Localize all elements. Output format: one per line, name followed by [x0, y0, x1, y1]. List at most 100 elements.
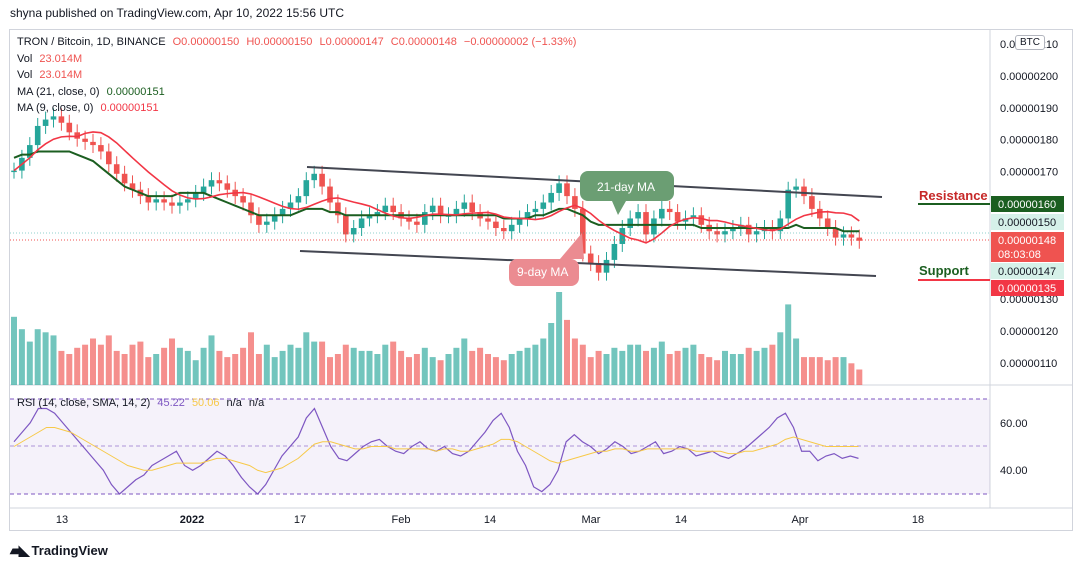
- candle-body: [335, 202, 341, 216]
- volume-bar: [255, 354, 262, 385]
- ma21-line: [13, 150, 860, 233]
- legend-vol2: Vol 23.014M: [17, 69, 86, 81]
- legend-symbol[interactable]: TRON / Bitcoin, 1D, BINANCE: [17, 36, 166, 48]
- ma9-callout[interactable]: 9-day MA: [509, 233, 584, 286]
- candle-body: [374, 212, 381, 216]
- candle-body: [848, 234, 855, 238]
- support-low-badge-text: 0.00000135: [998, 283, 1056, 295]
- last-price-badge-text: 0.00000148: [998, 235, 1056, 247]
- candle-body: [414, 221, 420, 225]
- volume-bar: [192, 360, 199, 385]
- volume-bar: [595, 350, 602, 385]
- volume-bar: [145, 357, 152, 385]
- volume-bar: [777, 332, 784, 385]
- volume-bar: [129, 344, 136, 385]
- candle-body: [295, 196, 302, 203]
- y-axis-tick: 0.00000170: [1000, 167, 1058, 179]
- legend-high: H0.00000150: [246, 36, 313, 48]
- volume-bar: [350, 347, 357, 385]
- volume-bar: [208, 335, 215, 385]
- volume-bar: [564, 319, 570, 385]
- candle-body: [74, 132, 80, 139]
- channel-lower-line[interactable]: [299, 250, 877, 277]
- volume-bar: [161, 347, 168, 385]
- volume-bar: [42, 332, 49, 385]
- candle-body: [453, 208, 460, 216]
- volume-bar: [848, 363, 855, 385]
- volume-bar: [611, 347, 618, 385]
- resistance-badge: [991, 196, 1064, 212]
- candle-body: [311, 173, 317, 181]
- volume-bar: [674, 350, 681, 385]
- legend-ma21: MA (21, close, 0) 0.00000151: [17, 86, 169, 98]
- x-axis-tick: 14: [484, 514, 496, 526]
- volume-bar: [816, 357, 823, 385]
- volume-bar: [461, 338, 468, 385]
- candle-body: [271, 215, 278, 222]
- candle-body: [485, 218, 491, 222]
- legend-ma21-value: 0.00000151: [106, 86, 165, 98]
- tradingview-logo-icon: ▰◣: [10, 542, 29, 558]
- footer-brand-text: TradingView: [31, 543, 108, 558]
- rsi-axis-tick: 60.00: [1000, 418, 1028, 430]
- volume-bar: [429, 357, 436, 385]
- legend-vol1: Vol 23.014M: [17, 53, 86, 65]
- legend-ma9-label[interactable]: MA (9, close, 0): [17, 102, 94, 114]
- candle-body: [564, 183, 570, 197]
- legend-vol1-value: 23.014M: [39, 53, 83, 65]
- candle-body: [366, 215, 373, 219]
- volume-bar: [82, 344, 89, 385]
- candle-body: [358, 218, 365, 229]
- legend-rsi-v2: 50.06: [191, 397, 220, 409]
- volume-bar: [524, 347, 531, 385]
- volume-bar: [445, 354, 452, 385]
- resistance-badge-text: 0.00000160: [998, 199, 1056, 211]
- legend-vol2-value: 23.014M: [39, 69, 83, 81]
- rsi-axis-tick: 40.00: [1000, 465, 1028, 477]
- volume-bar: [500, 360, 507, 385]
- legend-ma21-label[interactable]: MA (21, close, 0): [17, 86, 100, 98]
- volume-bar: [34, 329, 41, 385]
- candle-body: [493, 221, 499, 229]
- candle-body: [153, 199, 159, 203]
- candle-body: [406, 218, 412, 222]
- volume-bar: [761, 347, 768, 385]
- volume-bar: [295, 347, 302, 385]
- candle-body: [548, 192, 554, 203]
- legend-rsi-label[interactable]: RSI (14, close, SMA, 14, 2): [17, 397, 151, 409]
- volume-bar: [342, 344, 349, 385]
- candle-body: [66, 122, 73, 133]
- candle-body: [524, 212, 531, 219]
- legend-vol2-label[interactable]: Vol: [17, 69, 33, 81]
- candle-body: [461, 202, 468, 209]
- volume-bar: [97, 344, 104, 385]
- support-badge: [991, 263, 1064, 279]
- rsi-ma-line: [13, 427, 859, 474]
- y-axis-tick: 0.00000190: [1000, 103, 1058, 115]
- legend-ma9: MA (9, close, 0) 0.00000151: [17, 102, 163, 114]
- candle-body: [856, 237, 863, 241]
- volume-bar: [374, 354, 381, 385]
- y-axis-tick: 0.00000120: [1000, 326, 1058, 338]
- footer-brand[interactable]: ▰◣ TradingView: [10, 542, 108, 559]
- price-badges: 0.00000160 0.00000150 0.00000148 08:03:0…: [991, 196, 1064, 296]
- candle-body: [587, 253, 594, 264]
- volume-bar: [698, 354, 705, 385]
- ma21-callout[interactable]: 21-day MA: [580, 171, 674, 215]
- legend-rsi-v4: n/a: [248, 397, 265, 409]
- volume-bar: [26, 341, 33, 385]
- volume-bar: [153, 354, 160, 385]
- candle-body: [319, 173, 325, 187]
- volume-bar: [327, 357, 333, 385]
- volume-bar: [650, 347, 657, 385]
- volume-bar: [824, 360, 831, 385]
- candle-body: [34, 125, 41, 146]
- legend-vol1-label[interactable]: Vol: [17, 53, 33, 65]
- x-axis-tick: Apr: [791, 514, 808, 526]
- countdown-badge-text: 08:03:08: [998, 249, 1041, 261]
- candle-body: [809, 196, 815, 209]
- volume-bar: [579, 344, 586, 385]
- currency-button[interactable]: BTC: [1015, 35, 1045, 50]
- volume-bar: [469, 350, 476, 385]
